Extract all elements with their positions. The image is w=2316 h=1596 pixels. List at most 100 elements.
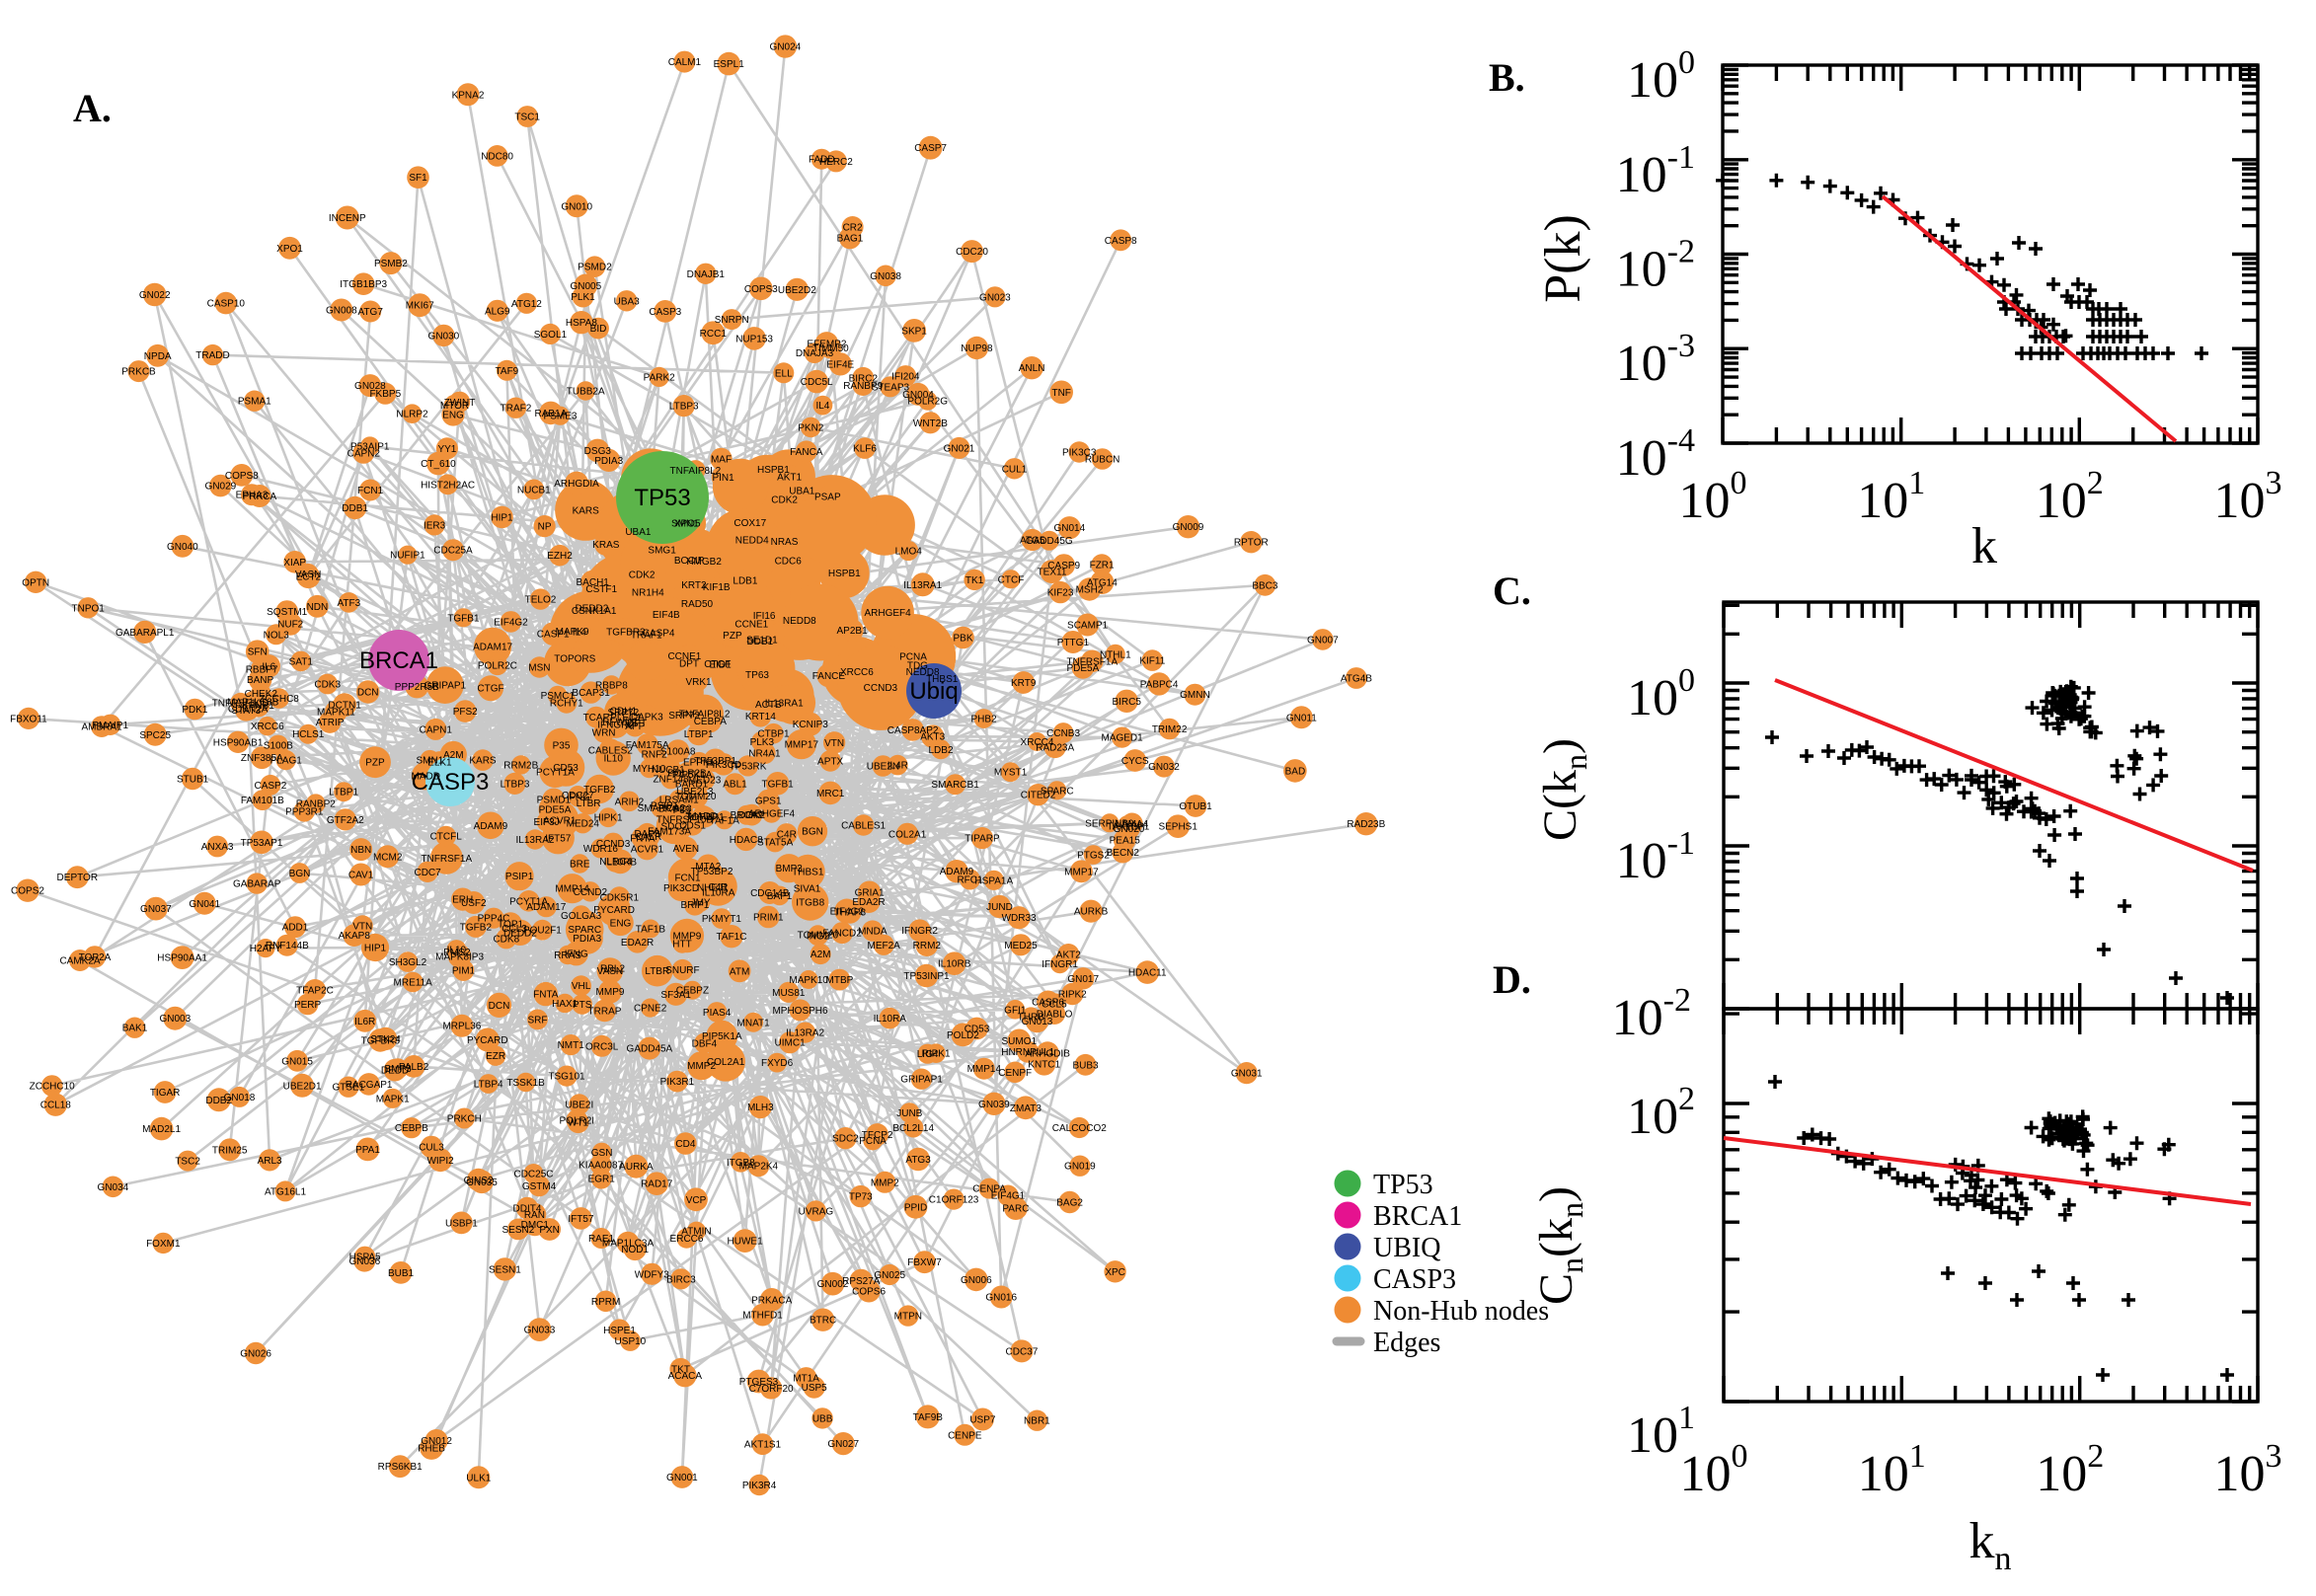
- svg-text:GN041: GN041: [189, 899, 220, 910]
- svg-text:GN035: GN035: [466, 1178, 498, 1188]
- svg-text:GN020: GN020: [1114, 824, 1145, 835]
- svg-text:JMY: JMY: [691, 898, 711, 909]
- svg-text:SPARC: SPARC: [1041, 786, 1074, 797]
- svg-text:KRT2: KRT2: [681, 580, 707, 591]
- svg-text:TP53RK: TP53RK: [730, 761, 767, 772]
- svg-text:GADD45G: GADD45G: [1026, 536, 1073, 547]
- svg-text:MAPK8IP3: MAPK8IP3: [435, 951, 484, 962]
- svg-text:CDK2: CDK2: [629, 570, 656, 581]
- svg-text:PXN: PXN: [539, 1225, 560, 1236]
- svg-text:CASP3: CASP3: [1373, 1264, 1456, 1295]
- svg-text:PIP5K1A: PIP5K1A: [702, 1031, 742, 1042]
- svg-text:NMT1: NMT1: [558, 1040, 585, 1051]
- svg-text:VCP: VCP: [686, 1195, 707, 1206]
- svg-text:UIMC1: UIMC1: [775, 1038, 807, 1049]
- svg-text:ARIH2: ARIH2: [615, 797, 645, 807]
- svg-text:TGFBR3: TGFBR3: [361, 1035, 401, 1046]
- svg-text:DDB1: DDB1: [746, 637, 773, 647]
- svg-text:FAM175A: FAM175A: [626, 740, 669, 751]
- svg-text:CASP8AP2: CASP8AP2: [888, 725, 939, 736]
- svg-text:PRKACA: PRKACA: [751, 1295, 792, 1306]
- svg-text:PSAP: PSAP: [814, 492, 841, 502]
- svg-text:KPNB1: KPNB1: [242, 701, 274, 712]
- svg-text:GSTM4: GSTM4: [522, 1181, 557, 1192]
- svg-text:NP: NP: [538, 522, 552, 533]
- svg-text:GN001: GN001: [666, 1473, 698, 1483]
- svg-text:TUBB2A: TUBB2A: [567, 387, 605, 398]
- svg-text:NLRC4: NLRC4: [599, 857, 632, 868]
- svg-text:PPA1: PPA1: [355, 1145, 380, 1156]
- svg-text:UBB: UBB: [812, 1413, 833, 1424]
- svg-text:BACH1: BACH1: [577, 577, 610, 588]
- svg-text:SESN1: SESN1: [489, 1264, 521, 1275]
- svg-text:PRKCB: PRKCB: [121, 367, 156, 378]
- svg-text:IL10: IL10: [603, 754, 623, 765]
- svg-text:OTUB1: OTUB1: [1179, 801, 1212, 812]
- svg-text:GADD45A: GADD45A: [627, 1044, 673, 1055]
- svg-text:GN018: GN018: [224, 1093, 256, 1103]
- svg-text:NUF2: NUF2: [277, 620, 304, 631]
- svg-text:HSP90AA1: HSP90AA1: [157, 953, 207, 964]
- svg-text:TAF9B: TAF9B: [913, 1412, 944, 1423]
- svg-text:AURKA: AURKA: [619, 1162, 654, 1173]
- svg-text:TDG: TDG: [907, 660, 928, 671]
- svg-text:ACVR1: ACVR1: [543, 815, 577, 826]
- svg-text:LTBR: LTBR: [645, 966, 669, 977]
- svg-text:RAD17: RAD17: [641, 1179, 673, 1190]
- svg-text:PSMD2: PSMD2: [578, 263, 612, 273]
- svg-text:CCND3: CCND3: [596, 839, 631, 850]
- svg-text:ZMAT3: ZMAT3: [1010, 1103, 1042, 1114]
- svg-text:UBE2N: UBE2N: [867, 762, 899, 773]
- svg-text:PYCARD: PYCARD: [593, 905, 635, 916]
- svg-text:GN023: GN023: [979, 292, 1011, 303]
- svg-text:KARS: KARS: [469, 756, 497, 767]
- svg-text:TRAF1: TRAF1: [631, 630, 662, 641]
- svg-text:TOMM20: TOMM20: [798, 930, 839, 941]
- svg-text:PSIP1: PSIP1: [505, 872, 534, 882]
- svg-text:GN004: GN004: [902, 390, 934, 401]
- svg-text:EGR1: EGR1: [588, 1175, 616, 1185]
- svg-text:HMGB2: HMGB2: [686, 557, 722, 568]
- svg-text:FNTA: FNTA: [533, 990, 559, 1001]
- svg-text:MAPK9: MAPK9: [556, 627, 589, 638]
- svg-text:CCL18: CCL18: [40, 1101, 72, 1111]
- svg-text:GINS2: GINS2: [464, 1176, 494, 1186]
- svg-text:MTA2: MTA2: [695, 862, 721, 873]
- svg-text:CDC6: CDC6: [775, 556, 803, 567]
- svg-text:BCAP31: BCAP31: [572, 688, 610, 699]
- svg-text:MMP2: MMP2: [687, 1061, 716, 1072]
- svg-text:PFS2: PFS2: [453, 707, 478, 718]
- svg-text:FANCE: FANCE: [812, 671, 846, 682]
- svg-text:KRT9: KRT9: [1011, 678, 1037, 689]
- svg-text:KIF11: KIF11: [1139, 656, 1165, 667]
- svg-text:NDN: NDN: [307, 602, 329, 613]
- svg-text:HSP90AB1: HSP90AB1: [213, 737, 264, 748]
- svg-text:ATG3: ATG3: [905, 1155, 931, 1166]
- svg-text:TELO2: TELO2: [525, 595, 557, 606]
- svg-text:LTBR: LTBR: [577, 798, 601, 809]
- svg-text:PPP3R1: PPP3R1: [285, 806, 324, 817]
- svg-text:TNFRSF1A: TNFRSF1A: [1066, 656, 1118, 667]
- svg-text:TP63: TP63: [745, 670, 769, 681]
- svg-text:NUCB1: NUCB1: [517, 485, 551, 495]
- svg-text:SRF: SRF: [528, 1015, 548, 1026]
- svg-text:NTHL1: NTHL1: [1100, 649, 1131, 660]
- svg-text:MNDA: MNDA: [858, 927, 888, 938]
- svg-text:NLRP2: NLRP2: [396, 410, 428, 420]
- svg-text:PERP: PERP: [294, 1000, 322, 1011]
- svg-text:GN031: GN031: [1231, 1069, 1263, 1080]
- svg-text:GRIPAP1: GRIPAP1: [424, 681, 466, 692]
- svg-text:EZH2: EZH2: [547, 551, 573, 562]
- svg-text:UVRAG: UVRAG: [799, 1206, 834, 1217]
- svg-text:100: 100: [1627, 44, 1695, 109]
- svg-text:GFI1: GFI1: [1004, 1005, 1027, 1016]
- svg-text:TRIM25: TRIM25: [212, 1145, 248, 1156]
- svg-text:STEAP3: STEAP3: [872, 382, 910, 393]
- svg-text:CABLES2: CABLES2: [588, 745, 633, 756]
- svg-text:IL13RA1: IL13RA1: [903, 580, 942, 591]
- svg-text:AKT1: AKT1: [777, 473, 802, 484]
- svg-text:ATMIN: ATMIN: [681, 1227, 711, 1238]
- svg-text:AMBRA1: AMBRA1: [81, 722, 122, 733]
- svg-text:PDIA3: PDIA3: [594, 456, 623, 467]
- svg-text:IL10RA: IL10RA: [702, 888, 735, 899]
